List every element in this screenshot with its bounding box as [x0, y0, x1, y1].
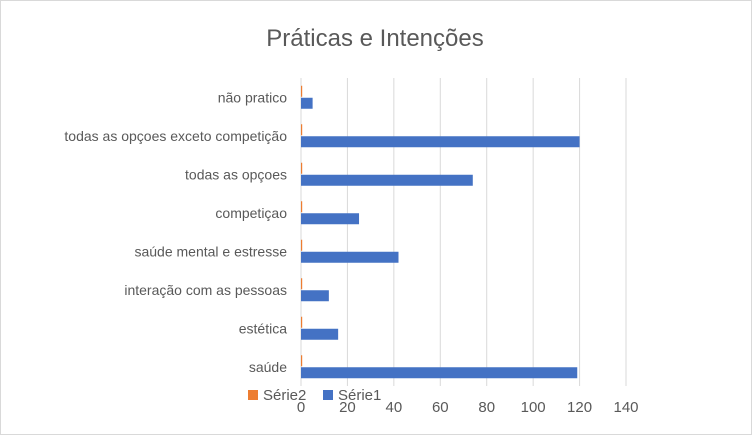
category-label: todas as opçoes [185, 166, 287, 182]
bar-serie2 [301, 355, 303, 367]
x-tick-label: 40 [386, 399, 403, 416]
bar-serie2 [301, 316, 303, 328]
category-label: saúde [249, 359, 287, 375]
category-label: saúde mental e estresse [134, 243, 287, 259]
category-label: não pratico [218, 89, 287, 105]
bar-serie2 [301, 278, 303, 290]
category-label: todas as opçoes exceto competição [64, 128, 287, 144]
bar-serie2 [301, 201, 303, 213]
category-label: estética [239, 320, 287, 336]
legend-swatch [248, 390, 258, 400]
bar-serie2 [301, 239, 303, 251]
x-tick-label: 0 [297, 399, 305, 416]
bar-serie1 [301, 97, 313, 109]
legend-swatch [323, 390, 333, 400]
x-tick-label: 120 [567, 399, 592, 416]
category-labels: saúde estética interação com as pessoas saú… [64, 89, 287, 375]
x-tick-label: 140 [613, 399, 638, 416]
x-tick-label: 100 [521, 399, 546, 416]
category-label: competiçao [215, 205, 287, 221]
category-label: interação com as pessoas [124, 282, 287, 298]
bar-serie2 [301, 85, 303, 97]
bar-serie1 [301, 136, 580, 148]
gridlines [300, 78, 627, 386]
legend-label: Série1 [338, 387, 381, 404]
x-axis-ticks: 0 20 40 60 80 100 120 140 [297, 399, 639, 416]
chart-title: Práticas e Intenções [266, 25, 483, 52]
bar-serie1 [301, 367, 578, 379]
bar-serie1 [301, 328, 339, 340]
legend: Série2 Série1 [248, 387, 381, 404]
bar-serie2 [301, 162, 303, 174]
x-tick-label: 80 [478, 399, 495, 416]
bar-serie1 [301, 290, 329, 302]
bar-serie2 [301, 124, 303, 136]
x-tick-label: 20 [339, 399, 356, 416]
legend-label: Série2 [263, 387, 306, 404]
bar-serie1 [301, 174, 473, 186]
bar-serie1 [301, 213, 360, 225]
bar-serie1 [301, 251, 399, 263]
bars [301, 85, 580, 379]
x-tick-label: 60 [432, 399, 449, 416]
